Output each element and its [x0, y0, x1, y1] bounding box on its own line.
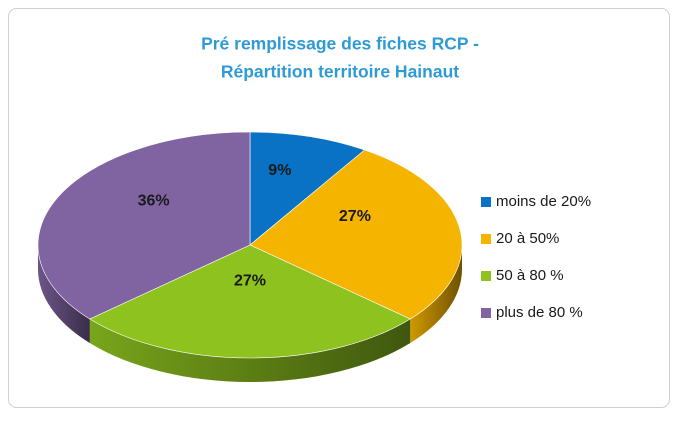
slice [249, 149, 463, 320]
slice [249, 131, 366, 246]
legend-swatch [481, 271, 491, 281]
legend-label: plus de 80 % [496, 304, 583, 321]
legend-label: moins de 20% [496, 193, 591, 210]
slice-side-shade [410, 245, 462, 343]
slice-side-shade [38, 245, 90, 343]
data-label: 36% [138, 193, 170, 210]
data-label: 9% [268, 162, 291, 179]
legend-swatch [481, 308, 491, 318]
chart-title: Répartition territoire Hainaut [221, 62, 459, 82]
slice-side-shade [89, 319, 411, 383]
data-label: 27% [339, 208, 371, 225]
legend-swatch [481, 197, 491, 207]
data-label: 27% [234, 273, 266, 290]
legend-label: 20 à 50% [496, 230, 559, 247]
legend-label: 50 à 80 % [496, 267, 564, 284]
legend-swatch [481, 234, 491, 244]
chart-title: Pré remplissage des fiches RCP - [201, 34, 479, 54]
slice [37, 131, 251, 320]
slice [89, 244, 411, 359]
